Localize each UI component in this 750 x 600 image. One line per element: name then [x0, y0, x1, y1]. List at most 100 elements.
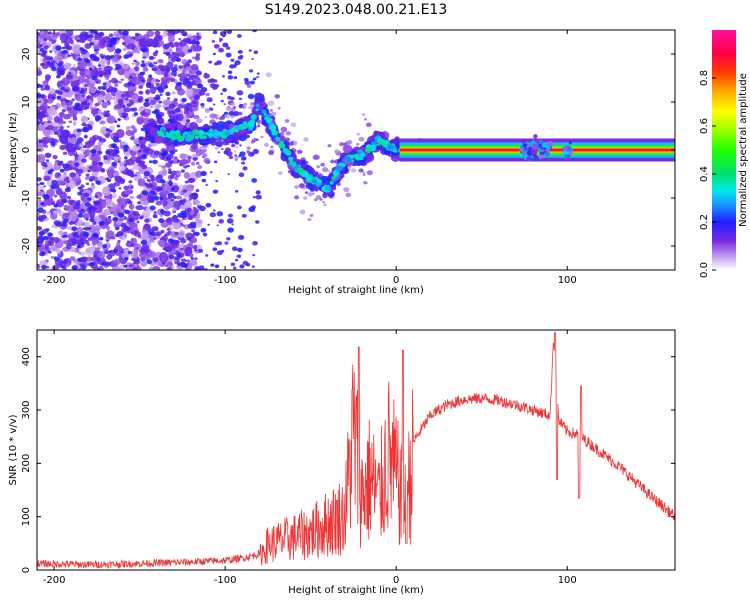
heatmap-noise-blob: [161, 33, 167, 38]
heatmap-noise-blob: [67, 100, 73, 106]
heatmap-noise-blob: [116, 230, 124, 237]
heatmap-noise-blob: [183, 110, 190, 115]
heatmap-noise-blob: [172, 210, 177, 214]
heatmap-noise-blob: [205, 202, 212, 208]
heatmap-noise-blob: [131, 76, 141, 86]
heatmap-noise-blob: [125, 129, 134, 136]
heatmap-ridge-core: [188, 131, 193, 135]
heatmap-noise-blob: [124, 209, 131, 215]
heatmap-noise-blob: [60, 222, 67, 227]
snr-y-tick-label: 400: [21, 347, 32, 366]
heatmap-noise-blob: [37, 207, 44, 214]
heatmap-noise-blob: [166, 77, 172, 81]
heatmap-noise-blob: [123, 216, 127, 221]
heatmap-noise-blob: [201, 105, 205, 109]
heatmap-noise-blob: [67, 199, 75, 205]
heatmap-noise-blob: [182, 224, 186, 227]
heatmap-noise-blob: [184, 259, 188, 262]
heatmap-ridge-core: [288, 156, 294, 161]
heatmap-blip-blob: [523, 147, 528, 151]
heatmap-noise-blob: [37, 120, 41, 126]
heatmap-ridge-core: [371, 141, 375, 145]
heatmap-noise-blob: [358, 168, 364, 173]
heatmap-noise-blob: [233, 63, 238, 67]
heatmap-noise-blob: [97, 150, 103, 155]
heatmap-noise-blob: [178, 231, 185, 237]
heatmap-noise-blob: [165, 264, 168, 267]
heatmap-noise-blob: [186, 119, 191, 123]
heatmap-noise-blob: [130, 250, 139, 259]
heatmap-noise-blob: [88, 206, 93, 210]
heatmap-noise-blob: [98, 214, 104, 219]
heatmap-noise-blob: [152, 257, 159, 263]
colorbar: 0.0 0.2 0.4 0.6 0.8 Normalized spectral ampl…: [699, 30, 749, 278]
heatmap-noise-blob: [154, 50, 159, 54]
heatmap-noise-blob: [57, 160, 64, 166]
heatmap-noise-blob: [175, 195, 183, 200]
heatmap-noise-blob: [219, 37, 223, 41]
heatmap-noise-blob: [226, 106, 232, 112]
colorbar-tick-label: 0.0: [699, 262, 710, 278]
heatmap-ridge-core: [247, 120, 256, 127]
spectrogram-y-tick-label: 10: [21, 96, 32, 109]
heatmap-noise-blob: [239, 264, 245, 269]
snr-y-tick-label: 200: [21, 454, 32, 473]
heatmap-noise-blob: [182, 189, 188, 193]
snr-x-tick-label: 0: [393, 575, 399, 586]
heatmap-noise-blob: [148, 160, 153, 164]
heatmap-noise-blob: [133, 243, 142, 251]
heatmap-noise-blob: [163, 73, 169, 78]
heatmap-noise-blob: [177, 247, 182, 252]
heatmap-noise-blob: [153, 109, 160, 115]
heatmap-noise-blob: [255, 194, 262, 200]
heatmap-noise-blob: [170, 30, 180, 35]
heatmap-noise-blob: [94, 256, 101, 261]
heatmap-noise-blob: [37, 97, 44, 106]
heatmap-noise-blob: [73, 204, 80, 210]
colorbar-ticks: 0.0 0.2 0.4 0.6 0.8: [699, 70, 716, 278]
heatmap-noise-blob: [57, 62, 63, 67]
heatmap-noise-blob: [69, 147, 76, 152]
colorbar-tick-label: 0.2: [699, 214, 710, 230]
heatmap-noise-blob: [176, 159, 181, 163]
heatmap-noise-blob: [91, 183, 94, 186]
heatmap-noise-blob: [84, 176, 91, 181]
heatmap-noise-blob: [167, 34, 175, 43]
heatmap-ridge-core: [268, 118, 273, 123]
heatmap-noise-blob: [140, 78, 146, 83]
heatmap-noise-blob: [41, 161, 47, 167]
heatmap-noise-blob: [59, 191, 68, 201]
heatmap-ridge-core: [191, 129, 200, 136]
heatmap-noise-blob: [230, 262, 236, 267]
heatmap-noise-blob: [140, 239, 148, 246]
heatmap-noise-blob: [77, 251, 82, 254]
heatmap-noise-blob: [139, 71, 144, 76]
heatmap-noise-blob: [299, 209, 306, 215]
heatmap-noise-blob: [205, 183, 209, 187]
heatmap-noise-blob: [60, 265, 65, 269]
heatmap-noise-blob: [143, 170, 151, 177]
heatmap-noise-blob: [362, 171, 366, 175]
heatmap-noise-blob: [119, 217, 124, 222]
heatmap-noise-blob: [196, 35, 202, 40]
heatmap-noise-blob: [60, 131, 66, 136]
heatmap-noise-blob: [84, 84, 88, 87]
heatmap-noise-blob: [133, 174, 138, 177]
heatmap-noise-blob: [127, 200, 133, 205]
heatmap-noise-blob: [196, 32, 200, 36]
heatmap-noise-blob: [237, 49, 243, 54]
heatmap-noise-blob: [103, 67, 107, 72]
heatmap-noise-blob: [71, 42, 76, 48]
heatmap-noise-blob: [37, 83, 41, 89]
heatmap-noise-blob: [116, 154, 120, 157]
heatmap-noise-blob: [47, 170, 53, 175]
heatmap-noise-blob: [171, 57, 177, 62]
heatmap-blip-blob: [528, 147, 532, 151]
heatmap-noise-blob: [162, 200, 168, 207]
heatmap-noise-blob: [114, 175, 119, 179]
heatmap-noise-blob: [250, 205, 256, 210]
heatmap-noise-blob: [144, 218, 150, 223]
heatmap-noise-blob: [53, 156, 57, 160]
heatmap-noise-blob: [115, 37, 120, 41]
